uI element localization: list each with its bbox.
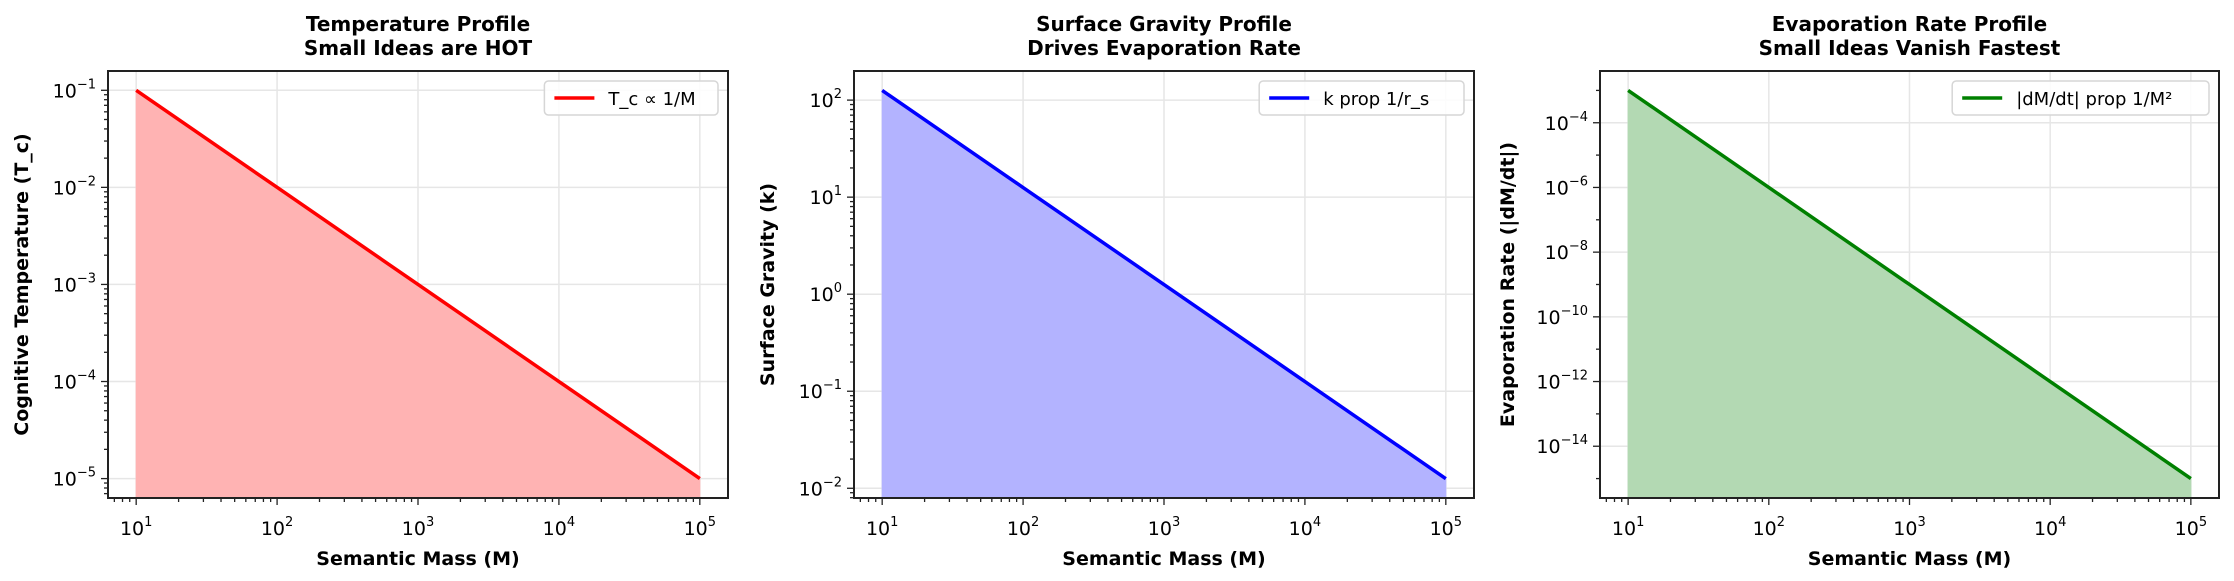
y-tick-label: 10−4 xyxy=(53,369,96,394)
chart-title-line: Evaporation Rate Profile xyxy=(1772,12,2047,36)
y-tick-label: 100 xyxy=(810,281,842,306)
x-tick-label: 102 xyxy=(261,515,293,540)
x-tick-label: 105 xyxy=(684,515,716,540)
x-tick-label: 103 xyxy=(402,515,434,540)
y-tick-label: 10−1 xyxy=(53,77,96,102)
x-tick-label: 103 xyxy=(1148,515,1180,540)
x-tick-label: 102 xyxy=(1007,515,1039,540)
y-tick-label: 10−3 xyxy=(53,271,96,296)
y-tick-label: 10−4 xyxy=(1545,110,1588,135)
legend-label: |dM/dt| prop 1/M² xyxy=(2016,89,2172,110)
legend-box xyxy=(1258,80,1465,116)
x-axis-label: Semantic Mass (M) xyxy=(1808,548,2011,570)
legend-label: k prop 1/r_s xyxy=(1323,89,1429,110)
legend-box xyxy=(543,80,719,116)
y-tick-label: 10−5 xyxy=(53,466,96,491)
legend-label: T_c ∝ 1/M xyxy=(607,89,695,110)
x-tick-label: 104 xyxy=(2034,515,2066,540)
x-tick-label: 105 xyxy=(2175,515,2207,540)
x-axis-label: Semantic Mass (M) xyxy=(316,548,519,570)
series-line xyxy=(881,89,1447,481)
x-tick-label: 101 xyxy=(1612,515,1644,540)
y-axis-label: Evaporation Rate (|dM/dt|) xyxy=(1497,142,1519,427)
y-tick-label: 102 xyxy=(810,87,842,112)
y-tick-label: 10−6 xyxy=(1545,174,1588,199)
chart-title-line: Temperature Profile xyxy=(306,12,530,36)
y-tick-label: 101 xyxy=(810,184,842,209)
x-tick-label: 105 xyxy=(1430,515,1462,540)
y-axis-label: Surface Gravity (k) xyxy=(757,183,779,386)
y-tick-label: 10−8 xyxy=(1545,239,1588,264)
y-tick-label: 10−2 xyxy=(53,174,96,199)
series-line xyxy=(135,88,701,481)
x-tick-label: 102 xyxy=(1753,515,1785,540)
x-tick-label: 101 xyxy=(120,515,152,540)
y-tick-label: 10−14 xyxy=(1536,433,1588,458)
chart-panel-1: T_c ∝ 1/M 101 102 103 104 105 10−5 10−4 10−3 10−2… xyxy=(11,12,729,570)
y-tick-label: 10−2 xyxy=(799,475,842,500)
y-axis-label: Cognitive Temperature (T_c) xyxy=(11,133,33,436)
x-tick-label: 104 xyxy=(1289,515,1321,540)
x-tick-label: 104 xyxy=(543,515,575,540)
chart-panel-3: |dM/dt| prop 1/M² 101 102 103 104 105 10−14 10−… xyxy=(1497,12,2220,570)
chart-title-line: Small Ideas Vanish Fastest xyxy=(1759,36,2061,60)
x-tick-label: 101 xyxy=(866,515,898,540)
y-tick-label: 10−1 xyxy=(799,378,842,403)
chart-title-line: Small Ideas are HOT xyxy=(304,36,533,60)
chart-title-line: Surface Gravity Profile xyxy=(1036,12,1292,36)
y-tick-label: 10−12 xyxy=(1536,369,1588,394)
y-tick-label: 10−10 xyxy=(1536,304,1588,329)
legend-box xyxy=(1951,80,2210,116)
chart-panel-2: k prop 1/r_s 101 102 103 104 105 10−2 10−1 100 10… xyxy=(757,12,1475,570)
x-tick-label: 103 xyxy=(1893,515,1925,540)
series-line xyxy=(1627,88,2192,481)
x-axis-label: Semantic Mass (M) xyxy=(1062,548,1265,570)
chart-title-line: Drives Evaporation Rate xyxy=(1027,36,1301,60)
